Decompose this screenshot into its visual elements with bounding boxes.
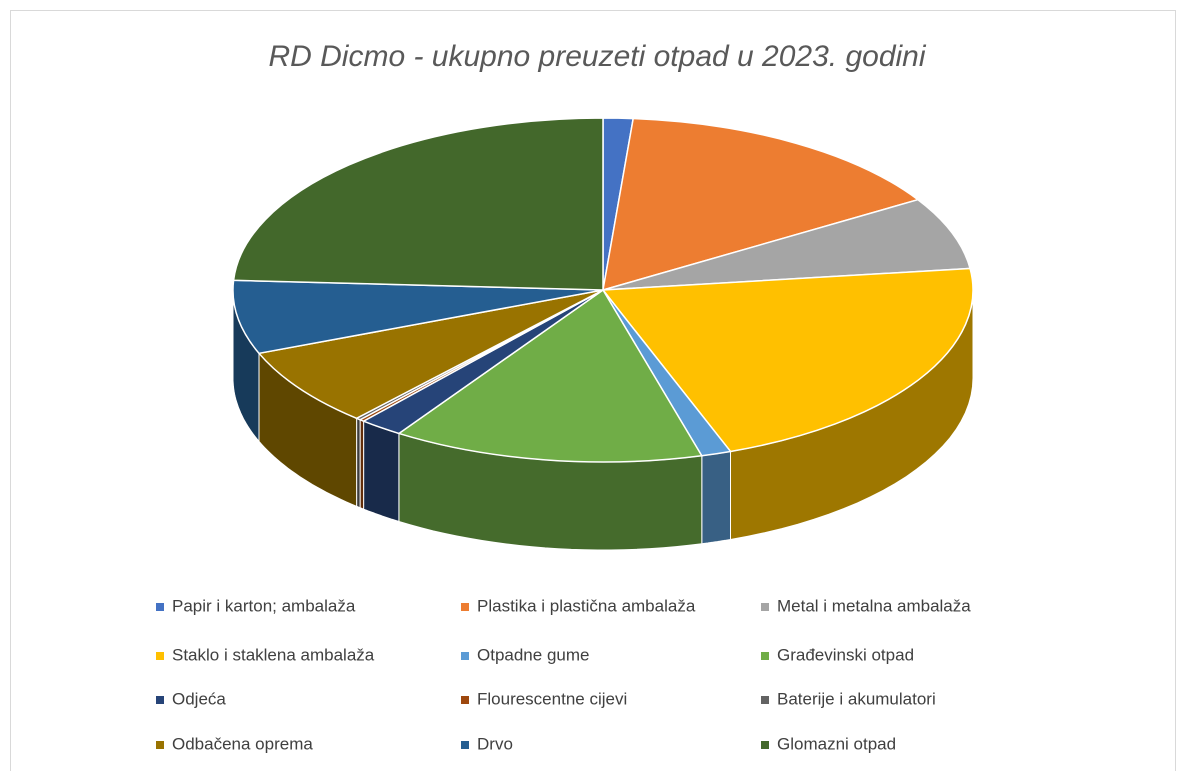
legend-label: Plastika i plastična ambalaža <box>477 596 696 615</box>
legend-label: Otpadne gume <box>477 645 589 664</box>
pie-slice <box>602 117 920 292</box>
pie-slice <box>232 117 604 291</box>
legend-marker <box>156 652 164 660</box>
legend-label: Odbačena oprema <box>172 734 313 753</box>
legend-label: Glomazni otpad <box>777 734 896 753</box>
legend-marker <box>461 741 469 749</box>
legend-marker <box>761 741 769 749</box>
legend-label: Građevinski otpad <box>777 645 914 664</box>
legend-marker <box>761 603 769 611</box>
legend-label: Odjeća <box>172 689 226 708</box>
pie-side <box>363 420 400 523</box>
pie-slice <box>397 288 703 463</box>
legend-label: Metal i metalna ambalaža <box>777 596 971 615</box>
legend-marker <box>461 696 469 704</box>
legend-marker <box>156 603 164 611</box>
legend-marker <box>761 696 769 704</box>
pie-slice <box>232 279 604 355</box>
legend-marker <box>461 652 469 660</box>
pie-slice <box>601 267 974 453</box>
legend-marker <box>156 741 164 749</box>
pie-side <box>359 418 365 510</box>
legend-label: Papir i karton; ambalaža <box>172 596 356 615</box>
pie-slice <box>602 198 972 291</box>
chart-title: RD Dicmo - ukupno preuzeti otpad u 2023.… <box>268 40 926 73</box>
legend-label: Flourescentne cijevi <box>477 689 627 708</box>
legend-label: Staklo i staklena ambalaža <box>172 645 375 664</box>
legend-marker <box>156 696 164 704</box>
legend-label: Drvo <box>477 734 513 753</box>
legend-marker <box>761 652 769 660</box>
legend-marker <box>461 603 469 611</box>
pie-side <box>701 450 731 545</box>
pie-slice <box>257 289 604 420</box>
pie-side <box>356 417 361 509</box>
legend-label: Baterije i akumulatori <box>777 689 936 708</box>
